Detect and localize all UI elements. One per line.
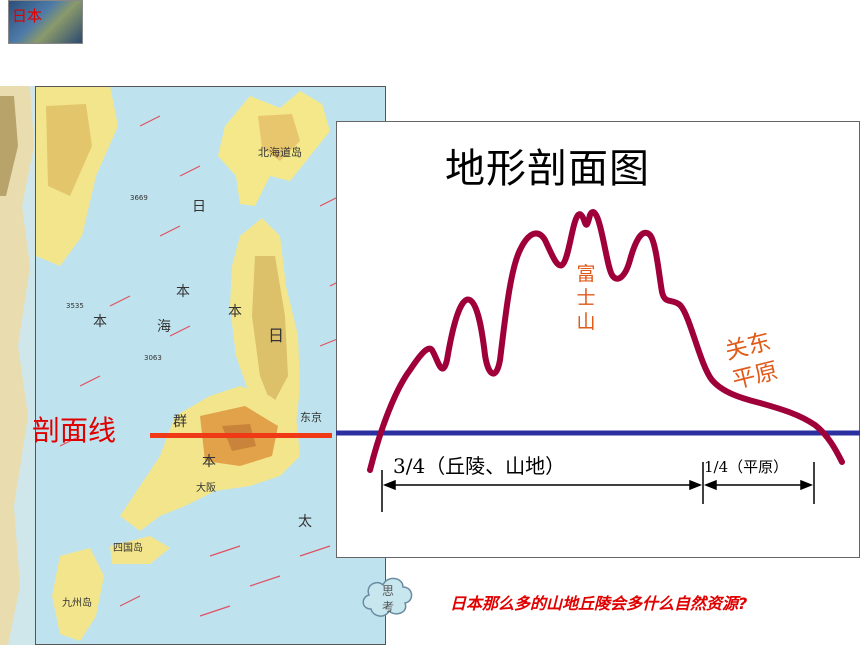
map-label-depth-2: 3063 (144, 354, 162, 362)
thumbnail-label: 日本 (12, 7, 43, 25)
discussion-question: 日本那么多的山地丘陵会多什么自然资源? (450, 594, 748, 613)
arrowhead-middle-right (703, 479, 717, 491)
arrowhead-left (382, 479, 396, 491)
map-label-depth-1: 3535 (66, 302, 84, 310)
mount-fuji-label: 富士山 (576, 263, 596, 333)
map-label-depth-3: 3669 (130, 194, 148, 202)
plain-proportion-label: 1/4（平原） (704, 458, 789, 476)
arrowhead-right (800, 479, 814, 491)
map-label-hai: 海 (157, 319, 171, 335)
map-graphic: 北海道岛 日 本 海 本 日 本 群 本 东京 大阪 四国岛 九州岛 太 353… (0, 86, 386, 645)
map-label-kyushu: 九州岛 (62, 596, 92, 609)
japan-topographic-map: 北海道岛 日 本 海 本 日 本 群 本 东京 大阪 四国岛 九州岛 太 353… (0, 86, 386, 645)
thinking-cloud-icon[interactable] (359, 571, 415, 619)
map-label-ben: 本 (176, 284, 190, 300)
profile-title: 地形剖面图 (445, 146, 650, 192)
map-label-ben-4: 本 (202, 454, 216, 470)
map-label-tokyo: 东京 (300, 410, 322, 424)
map-label-qun: 群 (173, 414, 187, 430)
map-label-shikoku: 四国岛 (113, 541, 143, 554)
japan-thumbnail[interactable]: 日本 (8, 0, 83, 44)
map-label-ri-2: 日 (268, 326, 284, 345)
map-frame (35, 86, 386, 645)
map-label-ri: 日 (192, 199, 206, 215)
terrain-profile-panel (336, 121, 860, 558)
terrain-profile-graphic (336, 209, 860, 512)
hills-proportion-label: 3/4（丘陵、山地） (393, 454, 566, 478)
section-line (150, 433, 332, 438)
map-label-hokkaido: 北海道岛 (258, 145, 302, 159)
map-label-tai: 太 (298, 514, 312, 530)
terrain-profile-curve (367, 209, 845, 473)
map-label-osaka: 大阪 (196, 481, 216, 494)
arrowhead-middle-left (689, 479, 703, 491)
map-label-ben-2: 本 (93, 314, 107, 330)
thinking-cloud-text: 思考 (381, 584, 394, 614)
map-label-ben-3: 本 (228, 304, 242, 320)
section-line-label: 剖面线 (32, 414, 117, 447)
